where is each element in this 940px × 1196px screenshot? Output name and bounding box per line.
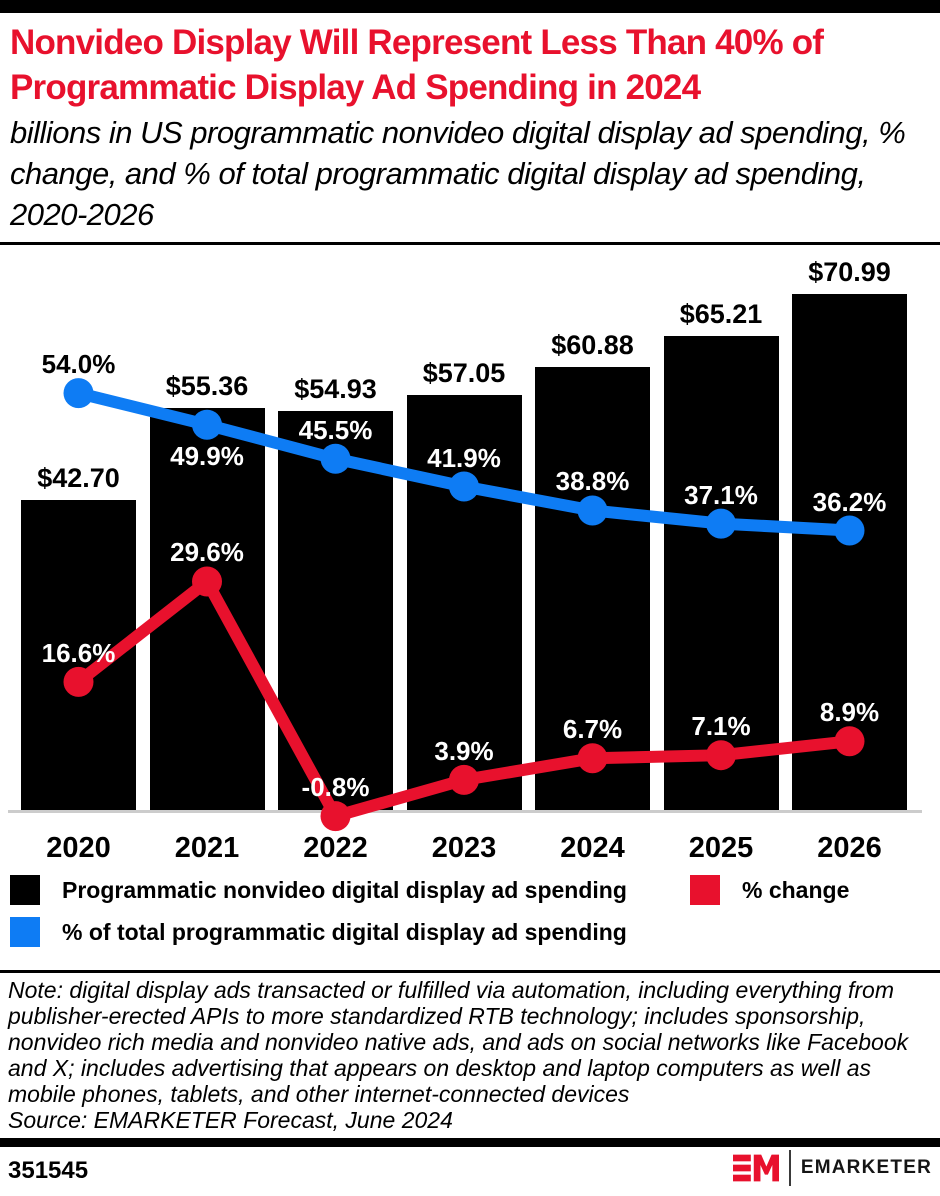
chart-id: 351545 bbox=[8, 1157, 89, 1184]
point-value-label: 16.6% bbox=[41, 637, 116, 668]
emarketer-logo-icon bbox=[732, 1154, 779, 1182]
legend-item-bar-series: Programmatic nonvideo digital display ad… bbox=[10, 875, 627, 905]
bar-value-label: $54.93 bbox=[294, 373, 377, 404]
note-divider bbox=[0, 970, 940, 973]
point-value-label: 38.8% bbox=[555, 466, 630, 497]
point-value-label: 49.9% bbox=[170, 440, 244, 471]
x-axis-label-2022: 2022 bbox=[303, 832, 368, 864]
bar-2026 bbox=[792, 293, 907, 810]
legend-swatch-red bbox=[690, 875, 720, 905]
source-text: Source: EMARKETER Forecast, June 2024 bbox=[8, 1107, 453, 1133]
point-value-label: 45.5% bbox=[298, 414, 373, 445]
legend-item-pct-change: % change bbox=[690, 875, 849, 905]
legend-label: Programmatic nonvideo digital display ad… bbox=[62, 876, 627, 903]
x-axis-label-2020: 2020 bbox=[46, 832, 111, 864]
legend-swatch-black bbox=[10, 875, 40, 905]
point-value-label: 36.2% bbox=[812, 486, 887, 517]
bar-value-label: $42.70 bbox=[37, 462, 120, 493]
legend-item-pct-of-total: % of total programmatic digital display … bbox=[10, 917, 627, 947]
page-title: Nonvideo Display Will Represent Less Tha… bbox=[10, 23, 824, 107]
point-value-label: 7.1% bbox=[691, 711, 751, 742]
x-axis-label-2023: 2023 bbox=[431, 832, 497, 864]
point-value-label: 6.7% bbox=[562, 714, 623, 745]
header-divider bbox=[0, 242, 940, 245]
page-subtitle: billions in US programmatic nonvideo dig… bbox=[10, 115, 906, 232]
bar-value-label: $57.05 bbox=[422, 358, 506, 389]
legend-label: % of total programmatic digital display … bbox=[62, 918, 627, 945]
top-accent-bar bbox=[0, 0, 940, 13]
point-value-label: 3.9% bbox=[434, 735, 494, 766]
bar-2022 bbox=[278, 410, 393, 810]
bar-value-label: $70.99 bbox=[808, 256, 891, 287]
data-point-2020 bbox=[63, 378, 94, 409]
x-axis-label-2021: 2021 bbox=[174, 832, 240, 864]
bar-value-label: $60.88 bbox=[551, 330, 634, 361]
legend-swatch-blue bbox=[10, 917, 40, 947]
chart-area: $42.70 $55.36 $54.93 $57.05 $60.88 $65.21 $70.… bbox=[0, 245, 940, 865]
point-value-label: 29.6% bbox=[170, 537, 244, 568]
point-value-label: 8.9% bbox=[819, 697, 880, 728]
point-value-label: 37.1% bbox=[684, 479, 758, 510]
bar-value-label: $55.36 bbox=[165, 370, 249, 401]
point-value-label: 54.0% bbox=[41, 349, 116, 380]
bar-value-label: $65.21 bbox=[679, 298, 763, 329]
point-value-label: 41.9% bbox=[427, 442, 501, 473]
logo-divider bbox=[788, 1150, 791, 1186]
point-value-label: -0.8% bbox=[301, 772, 370, 803]
note-block: Note: digital display ads transacted or … bbox=[8, 977, 934, 1133]
legend-label: % change bbox=[742, 876, 850, 903]
note-text: Note: digital display ads transacted or … bbox=[8, 977, 909, 1107]
brand-name: EMARKETER bbox=[800, 1157, 932, 1178]
x-axis-label-2024: 2024 bbox=[560, 832, 625, 864]
x-axis-line bbox=[8, 810, 922, 813]
footer-divider bbox=[0, 1138, 940, 1147]
x-axis-label-2025: 2025 bbox=[688, 832, 754, 864]
x-axis-label-2026: 2026 bbox=[817, 832, 882, 864]
emarketer-logo: EMARKETER bbox=[732, 1150, 932, 1186]
